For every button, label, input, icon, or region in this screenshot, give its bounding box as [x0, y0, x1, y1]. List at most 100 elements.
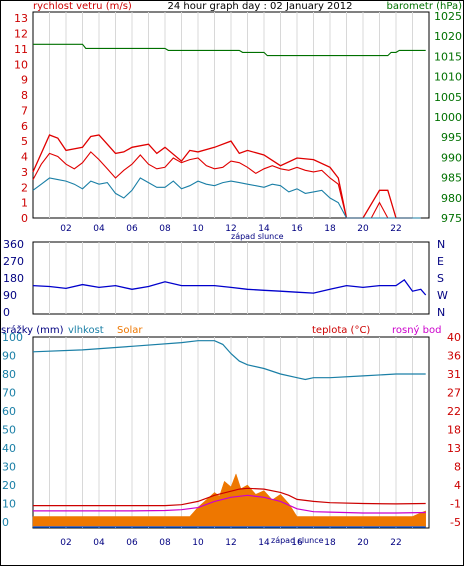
panel1-right-ticks: 975 980 985 990 995 1000 1005 1010 1015 1020 1025 [434, 10, 462, 225]
x-tick-label: 14 [258, 538, 270, 548]
panel2-grid [49, 242, 413, 314]
legend-humidity: vlhkost [68, 325, 104, 336]
x-tick-label: 14 [258, 224, 270, 234]
x-tick-label: 10 [192, 224, 204, 234]
panel3-series [32, 340, 426, 528]
right-tick-label: 1005 [434, 91, 462, 104]
temperature-tick-label: 27 [447, 387, 461, 400]
left-axis-label: rychlost vetru (m/s) [33, 1, 132, 12]
temperature-tick-label: 40 [447, 331, 461, 344]
panel1-grid [49, 12, 413, 218]
panel1-series [32, 43, 426, 219]
direction-degree-label: 0 [3, 306, 10, 319]
legend-temperature: teplota (°C) [312, 325, 370, 336]
x-tick-label: 22 [390, 224, 401, 234]
panel3-right-ticks: -5 -1 4 8 13 18 22 27 31 36 40 [447, 331, 461, 529]
humidity-tick-label: 100 [2, 331, 23, 344]
temperature-tick-label: 8 [454, 461, 461, 474]
left-tick-label: 5 [21, 135, 28, 148]
humidity-tick-label: 90 [2, 350, 16, 363]
humidity-tick-label: 0 [2, 516, 9, 529]
left-tick-label: 11 [14, 43, 28, 56]
compass-label: N [437, 238, 445, 251]
x-tick-label: 02 [60, 224, 71, 234]
temperature-tick-label: -1 [450, 498, 461, 511]
chart-title: 24 hour graph day : 02 January 2012 [168, 1, 353, 12]
humidity-tick-label: 50 [2, 424, 16, 437]
direction-degree-label: 180 [3, 272, 24, 285]
right-tick-label: 990 [441, 151, 462, 164]
x-tick-label: 12 [225, 224, 236, 234]
humidity-temp-panel: srážky (mm) vlhkost Solar teplota (°C) r… [1, 324, 461, 548]
humidity-tick-label: 60 [2, 405, 16, 418]
right-tick-label: 985 [441, 172, 462, 185]
left-tick-label: 7 [21, 104, 28, 117]
direction-degree-label: 360 [3, 238, 24, 251]
legend-rain: srážky (mm) [1, 324, 64, 336]
right-tick-label: 1025 [434, 10, 462, 23]
x-tick-label: 06 [126, 224, 138, 234]
left-tick-label: 13 [14, 12, 28, 25]
temperature-tick-label: 22 [447, 405, 461, 418]
x-tick-label: 04 [93, 538, 105, 548]
x-tick-label: 16 [291, 538, 303, 548]
temperature-tick-label: 18 [447, 424, 461, 437]
compass-label: S [437, 272, 444, 285]
x-tick-label: 20 [357, 538, 369, 548]
x-tick-label: 06 [126, 538, 138, 548]
wind-direction-line [32, 279, 427, 296]
x-tick-label: 16 [291, 224, 303, 234]
right-tick-label: 975 [441, 212, 462, 225]
compass-label: W [437, 289, 448, 302]
humidity-line [32, 340, 426, 381]
temperature-tick-label: 4 [454, 479, 461, 492]
compass-label: N [437, 306, 445, 319]
legend-solar: Solar [117, 325, 143, 336]
humidity-tick-label: 40 [2, 442, 16, 455]
panel3-x-ticks: 02 04 06 08 10 12 14 16 18 20 22 [60, 538, 401, 548]
x-tick-label: 10 [192, 538, 204, 548]
left-tick-label: 10 [14, 58, 28, 71]
left-tick-label: 9 [21, 74, 28, 87]
left-tick-label: 4 [21, 151, 28, 164]
right-tick-label: 1020 [434, 30, 462, 43]
x-tick-label: 04 [93, 224, 105, 234]
right-tick-label: 1000 [434, 111, 462, 124]
panel2-left-ticks: 0 90 180 270 360 [3, 238, 24, 319]
dewpoint-line [33, 494, 426, 514]
humidity-tick-label: 30 [2, 461, 16, 474]
sunset-note-3: západ slunce [271, 536, 324, 545]
panel2-series [32, 279, 427, 296]
direction-degree-label: 270 [3, 255, 24, 268]
left-tick-label: 6 [21, 120, 28, 133]
temperature-line [33, 487, 426, 507]
right-tick-label: 980 [441, 192, 462, 205]
right-tick-label: 995 [441, 131, 462, 144]
temperature-tick-label: 31 [447, 368, 461, 381]
right-tick-label: 1015 [434, 50, 462, 63]
left-tick-label: 0 [21, 212, 28, 225]
sunset-note-1: západ slunce [231, 232, 284, 241]
temperature-tick-label: -5 [450, 516, 461, 529]
temperature-tick-label: 36 [447, 350, 461, 363]
direction-degree-label: 90 [3, 289, 17, 302]
left-tick-label: 8 [21, 89, 28, 102]
panel3-left-ticks: 0 10 20 30 40 50 60 70 80 90 100 [2, 331, 23, 529]
x-tick-label: 02 [60, 538, 71, 548]
x-tick-label: 08 [159, 538, 171, 548]
solar-area [32, 473, 426, 528]
wind-average-line [32, 177, 421, 219]
x-tick-label: 22 [390, 538, 401, 548]
left-tick-label: 12 [14, 28, 28, 41]
left-tick-label: 2 [21, 181, 28, 194]
humidity-tick-label: 80 [2, 368, 16, 381]
temperature-tick-label: 13 [447, 442, 461, 455]
right-axis-label: barometr (hPa) [387, 1, 463, 12]
wind-gust-line [32, 134, 413, 219]
humidity-tick-label: 70 [2, 387, 16, 400]
right-tick-label: 1010 [434, 71, 462, 84]
